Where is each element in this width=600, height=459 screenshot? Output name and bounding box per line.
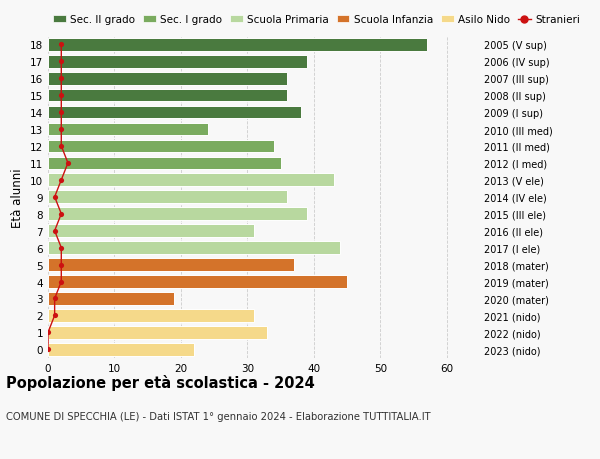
Text: COMUNE DI SPECCHIA (LE) - Dati ISTAT 1° gennaio 2024 - Elaborazione TUTTITALIA.I: COMUNE DI SPECCHIA (LE) - Dati ISTAT 1° … xyxy=(6,411,431,421)
Bar xyxy=(48,73,287,85)
Point xyxy=(56,261,66,269)
Point xyxy=(56,126,66,134)
Bar xyxy=(48,242,340,254)
Bar xyxy=(48,39,427,51)
Point xyxy=(50,228,59,235)
Point xyxy=(43,346,53,353)
Bar xyxy=(48,56,307,68)
Point xyxy=(43,329,53,336)
Point xyxy=(63,160,73,167)
Bar xyxy=(48,309,254,322)
Point xyxy=(56,211,66,218)
Bar xyxy=(48,157,281,170)
Bar xyxy=(48,292,174,305)
Bar xyxy=(48,90,287,102)
Bar xyxy=(48,174,334,187)
Bar xyxy=(48,208,307,221)
Bar xyxy=(48,191,287,204)
Point xyxy=(56,75,66,83)
Point xyxy=(56,143,66,150)
Point xyxy=(56,41,66,49)
Point xyxy=(56,92,66,100)
Bar xyxy=(48,259,294,271)
Bar xyxy=(48,326,268,339)
Point xyxy=(56,245,66,252)
Bar xyxy=(48,123,208,136)
Text: Popolazione per età scolastica - 2024: Popolazione per età scolastica - 2024 xyxy=(6,374,315,390)
Bar xyxy=(48,106,301,119)
Point xyxy=(50,295,59,302)
Point xyxy=(56,109,66,117)
Point xyxy=(56,177,66,184)
Point xyxy=(50,312,59,319)
Bar xyxy=(48,140,274,153)
Bar xyxy=(48,343,194,356)
Y-axis label: Età alunni: Età alunni xyxy=(11,168,25,227)
Point xyxy=(56,278,66,285)
Bar xyxy=(48,225,254,237)
Bar xyxy=(48,275,347,288)
Point xyxy=(50,194,59,201)
Point xyxy=(56,58,66,66)
Legend: Sec. II grado, Sec. I grado, Scuola Primaria, Scuola Infanzia, Asilo Nido, Stran: Sec. II grado, Sec. I grado, Scuola Prim… xyxy=(53,15,580,25)
